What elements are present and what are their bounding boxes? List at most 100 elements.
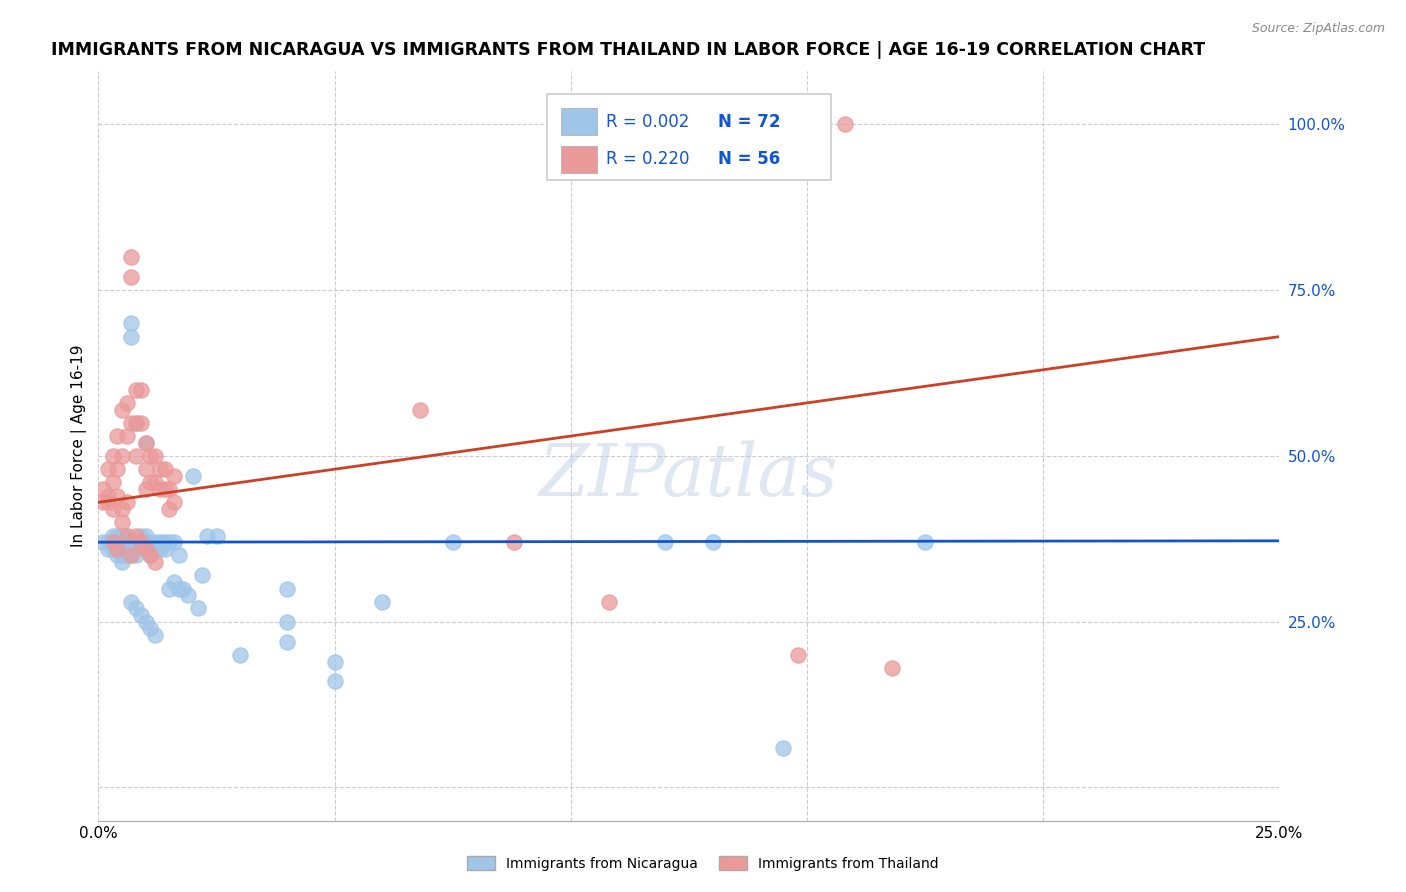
Point [143, 628, 166, 642]
Point [163, 574, 186, 589]
Point [702, 535, 724, 549]
Point [129, 416, 152, 430]
Point [101, 502, 124, 516]
Point [149, 541, 172, 556]
Point [105, 528, 128, 542]
Point [143, 475, 166, 490]
Point [139, 549, 162, 563]
Point [115, 528, 138, 542]
Point [125, 528, 148, 542]
Point [772, 740, 794, 755]
Point [139, 475, 162, 490]
Point [97, 541, 120, 556]
Point [101, 535, 124, 549]
Point [195, 528, 218, 542]
Point [101, 535, 124, 549]
Point [880, 661, 903, 675]
Point [163, 495, 186, 509]
Point [121, 250, 143, 264]
Point [111, 555, 134, 569]
Point [323, 674, 346, 689]
Point [135, 435, 157, 450]
Point [135, 482, 157, 496]
Point [157, 482, 180, 496]
Point [105, 489, 128, 503]
Point [125, 383, 148, 397]
Text: R = 0.002: R = 0.002 [606, 112, 689, 130]
Point [143, 555, 166, 569]
Point [167, 582, 190, 596]
Point [191, 568, 214, 582]
Point [121, 549, 143, 563]
Text: Source: ZipAtlas.com: Source: ZipAtlas.com [1251, 22, 1385, 36]
Point [115, 535, 138, 549]
Point [598, 595, 620, 609]
Point [229, 648, 252, 662]
Point [121, 416, 143, 430]
Point [111, 515, 134, 529]
Point [111, 549, 134, 563]
Text: ZIPatlas: ZIPatlas [538, 441, 839, 511]
Point [125, 416, 148, 430]
Point [125, 601, 148, 615]
Point [135, 535, 157, 549]
Point [149, 462, 172, 476]
Point [914, 535, 936, 549]
Point [276, 615, 298, 629]
Point [129, 535, 152, 549]
Point [163, 468, 186, 483]
Point [129, 535, 152, 549]
Point [101, 449, 124, 463]
Point [101, 541, 124, 556]
Point [111, 402, 134, 417]
FancyBboxPatch shape [561, 145, 596, 172]
Point [139, 449, 162, 463]
Point [97, 462, 120, 476]
Point [121, 269, 143, 284]
Point [121, 329, 143, 343]
Point [105, 541, 128, 556]
Point [786, 648, 808, 662]
Point [97, 535, 120, 549]
Point [139, 621, 162, 635]
Point [115, 396, 138, 410]
Point [163, 535, 186, 549]
Point [97, 489, 120, 503]
Point [153, 482, 176, 496]
Point [105, 541, 128, 556]
Point [143, 449, 166, 463]
Point [115, 549, 138, 563]
Point [153, 535, 176, 549]
Point [125, 416, 148, 430]
Point [115, 429, 138, 443]
Point [139, 549, 162, 563]
Text: IMMIGRANTS FROM NICARAGUA VS IMMIGRANTS FROM THAILAND IN LABOR FORCE | AGE 16-19: IMMIGRANTS FROM NICARAGUA VS IMMIGRANTS … [51, 41, 1205, 59]
Point [121, 549, 143, 563]
Point [167, 549, 190, 563]
Point [654, 535, 676, 549]
Point [121, 316, 143, 330]
Point [172, 582, 194, 596]
Point [105, 535, 128, 549]
Point [276, 582, 298, 596]
Point [111, 502, 134, 516]
Point [205, 528, 228, 542]
Point [105, 429, 128, 443]
Point [125, 541, 148, 556]
Point [157, 502, 180, 516]
Point [129, 528, 152, 542]
Point [503, 535, 526, 549]
Point [135, 615, 157, 629]
Point [157, 582, 180, 596]
Point [135, 528, 157, 542]
Point [125, 449, 148, 463]
Point [135, 435, 157, 450]
Text: N = 56: N = 56 [718, 150, 780, 168]
Legend: Immigrants from Nicaragua, Immigrants from Thailand: Immigrants from Nicaragua, Immigrants fr… [463, 850, 943, 876]
Point [121, 595, 143, 609]
Point [149, 482, 172, 496]
Point [111, 541, 134, 556]
Point [115, 541, 138, 556]
Point [139, 535, 162, 549]
Text: N = 72: N = 72 [718, 112, 780, 130]
